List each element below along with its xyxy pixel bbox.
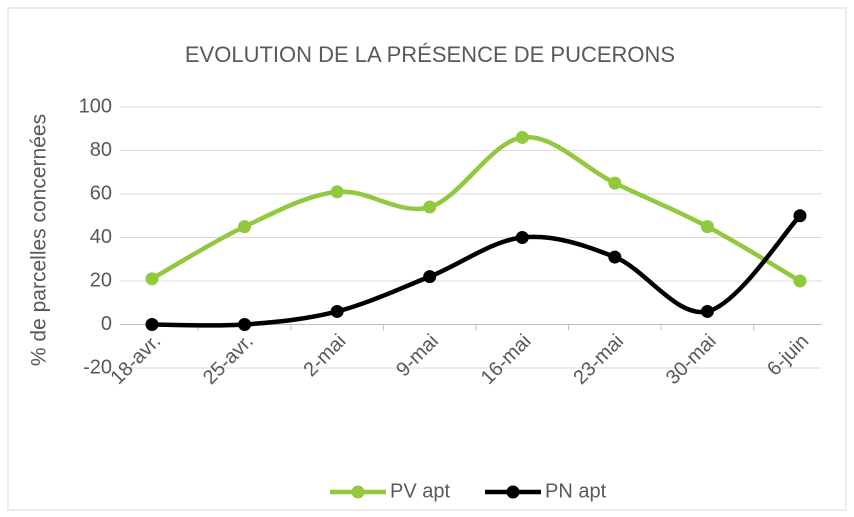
y-tick-label: 100 — [79, 95, 112, 117]
point — [793, 274, 807, 288]
legend-label: PN apt — [545, 480, 607, 502]
point — [238, 220, 252, 234]
point — [700, 220, 714, 234]
legend-label: PV apt — [390, 480, 450, 502]
point — [515, 130, 529, 144]
series-line — [150, 135, 802, 283]
point — [515, 231, 529, 244]
legend-marker — [506, 485, 520, 499]
chart-frame — [7, 7, 847, 511]
point — [608, 250, 622, 264]
point — [793, 209, 807, 223]
point — [238, 318, 252, 331]
y-axis-label: % de parcelles concernées — [28, 114, 51, 366]
y-tick-label: 20 — [90, 269, 112, 291]
legend-marker — [351, 485, 365, 499]
point — [423, 200, 437, 214]
y-tick-label: 60 — [90, 182, 112, 204]
y-tick-label: 40 — [90, 226, 112, 248]
y-tick-label: 80 — [90, 139, 112, 161]
chart-title: EVOLUTION DE LA PRÉSENCE DE PUCERONS — [185, 42, 675, 67]
point — [145, 272, 159, 286]
point — [608, 176, 622, 190]
point — [700, 304, 714, 318]
point — [423, 270, 437, 284]
point — [145, 318, 159, 331]
point — [330, 185, 344, 199]
point — [330, 304, 344, 318]
y-tick-label: -20 — [83, 356, 112, 378]
y-tick-label: 0 — [101, 313, 112, 335]
